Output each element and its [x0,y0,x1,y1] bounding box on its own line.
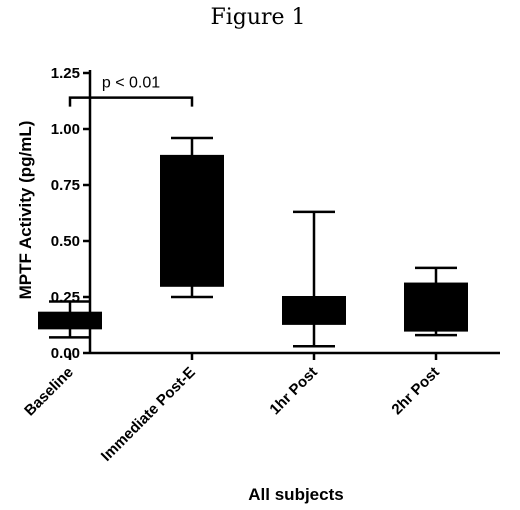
y-tick-label: 1.25 [51,65,80,82]
significance-bracket [68,96,194,107]
y-tick-label: 0.50 [51,233,80,250]
y-tick-label: 0.00 [51,345,80,362]
chart-title: Figure 1 [210,5,305,30]
y-axis-title: MPTF Activity (pg/mL) [16,121,35,300]
significance-label: p < 0.01 [102,75,160,92]
axes-group: 0.00 0.25 0.50 0.75 1.00 1.25 Baseline Immediat… [21,65,500,465]
x-tick-label: Baseline [21,364,77,420]
y-tick-label: 0.25 [51,289,80,306]
boxes-group [38,136,468,348]
y-tick-label: 1.00 [51,121,80,138]
box-plot-4 [404,266,468,337]
box-iqr [404,282,468,332]
y-tick-label: 0.75 [51,177,80,194]
x-axis-title: All subjects [248,485,343,504]
box-iqr [160,154,224,287]
annotations-group: p < 0.01 [68,75,194,107]
box-plot-2 [160,136,224,299]
x-tick-label: 2hr Post [388,364,442,418]
x-tick-label: Immediate Post-E [98,364,199,465]
x-tick-label: 1hr Post [266,364,320,418]
box-plot-1 [38,300,102,339]
box-plot-3 [282,210,346,348]
significance-annotation: p < 0.01 [68,75,194,107]
box-iqr [38,311,102,330]
